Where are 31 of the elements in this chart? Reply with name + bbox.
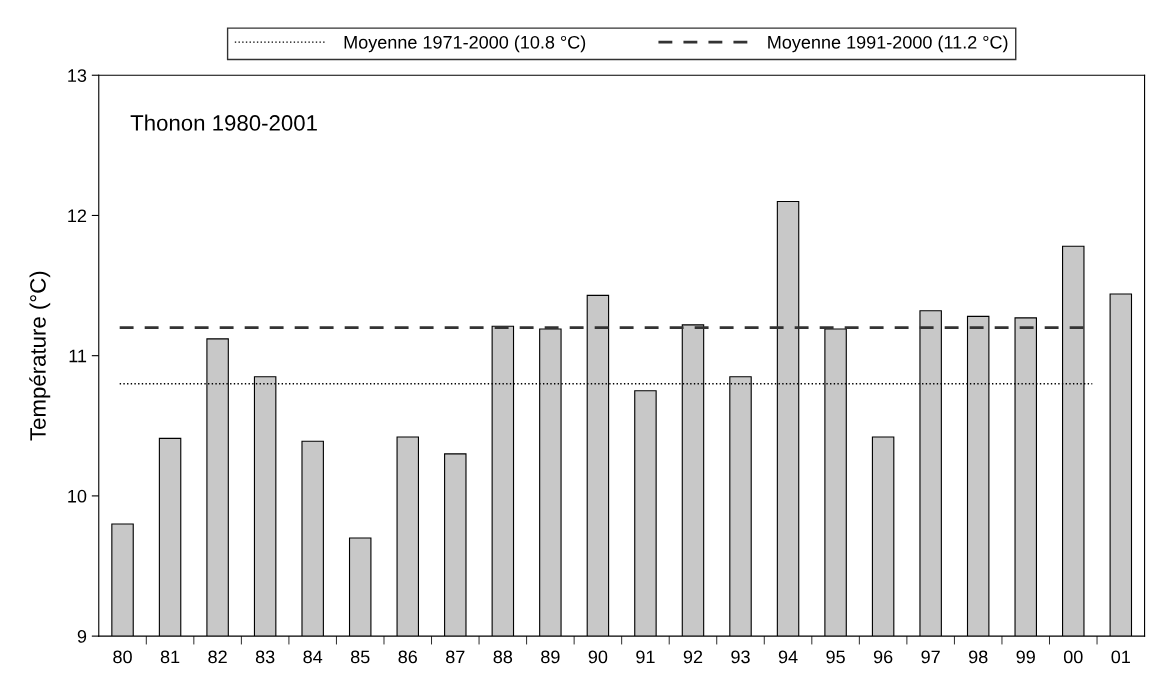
x-tick-label: 92: [683, 650, 703, 664]
x-tick-label: 84: [303, 650, 323, 664]
x-tick-label: 95: [826, 650, 845, 664]
x-tick-label: 81: [160, 650, 180, 664]
y-tick-label: 11: [69, 349, 87, 363]
x-tick-label: 94: [778, 650, 798, 664]
x-tick-label: 86: [398, 650, 418, 664]
y-tick-label: 10: [68, 489, 87, 503]
y-tick-label: 9: [77, 630, 87, 643]
x-tick-label: 88: [493, 650, 513, 664]
x-tick-label: 01: [1111, 650, 1130, 664]
x-tick-label: 85: [350, 650, 370, 664]
x-tick-label: 00: [1063, 650, 1083, 664]
x-tick-label: 97: [921, 650, 940, 664]
x-tick-label: 82: [208, 650, 227, 664]
annotation: Thonon 1980-2001: [130, 114, 317, 131]
x-tick-label: 91: [636, 650, 655, 664]
legend-label: Moyenne 1991-2000 (11.2 °C): [768, 35, 1008, 53]
x-tick-label: 80: [113, 650, 132, 664]
x-tick-label: 90: [588, 650, 608, 664]
x-tick-label: 96: [873, 650, 893, 664]
x-tick-label: 99: [1016, 650, 1035, 664]
y-tick-label: 13: [68, 69, 87, 82]
x-tick-label: 83: [255, 650, 275, 664]
x-tick-label: 87: [446, 650, 465, 664]
x-tick-label: 89: [541, 650, 560, 664]
y-tick-label: 12: [68, 209, 87, 222]
x-tick-label: 98: [969, 650, 988, 664]
y-axis-title: Température (°C): [29, 271, 51, 441]
x-tick-label: 93: [731, 650, 750, 664]
legend-label: Moyenne 1971-2000 (10.8 °C): [344, 35, 586, 53]
